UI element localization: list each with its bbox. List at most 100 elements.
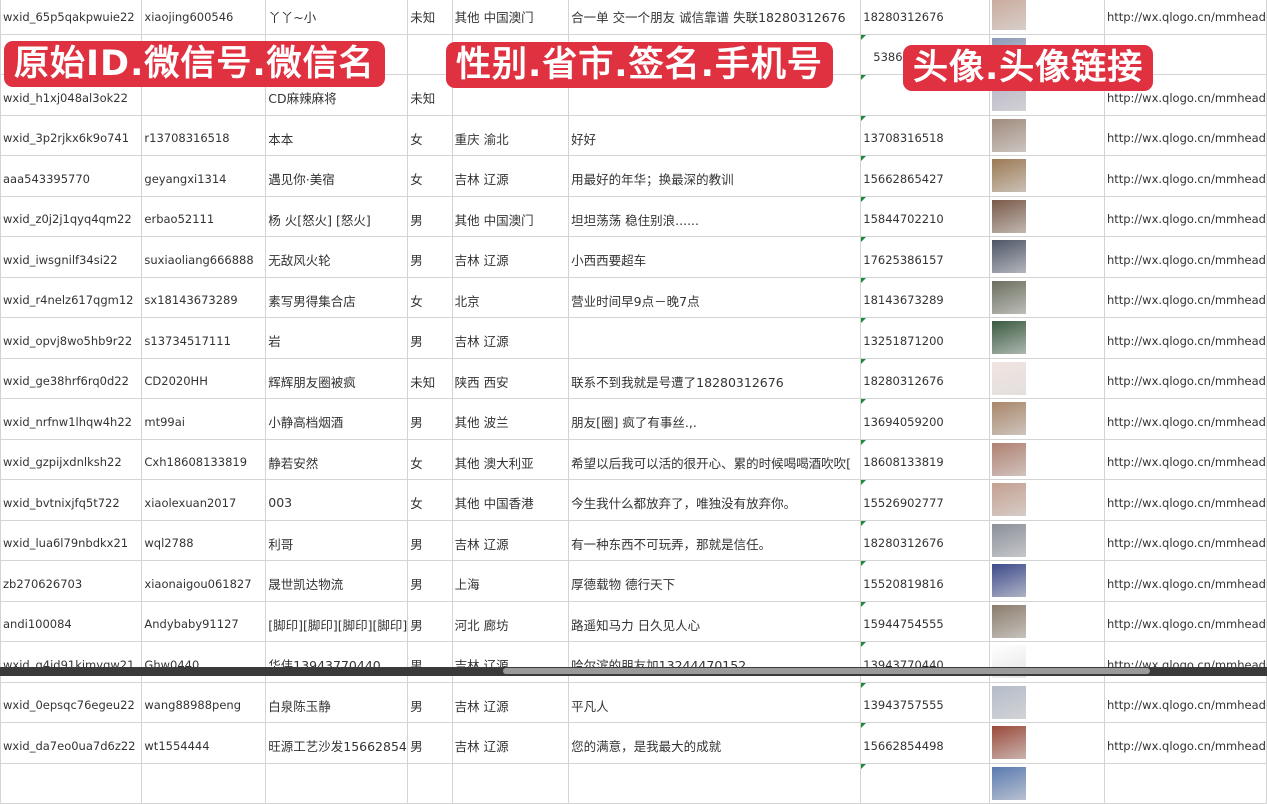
cell-avatar-link[interactable]: http://wx.qlogo.cn/mmhead (1103, 722, 1267, 764)
cell-phone[interactable]: 18608133819 (860, 438, 990, 480)
cell-wechat-id[interactable]: s13734517111 (141, 317, 267, 359)
cell-signature[interactable]: 用最好的年华；换最深的教训 (568, 155, 862, 197)
cell-avatar[interactable] (988, 600, 1105, 642)
cell-wechat-id[interactable]: erbao52111 (141, 195, 267, 237)
cell-gender[interactable] (407, 762, 453, 804)
cell-wechat-id[interactable]: mt99ai (141, 398, 267, 440)
cell-original-id[interactable]: andi100084 (0, 600, 143, 642)
cell-wechat-name[interactable]: 杨 火[怒火] [怒火] (265, 195, 409, 237)
cell-original-id[interactable]: wxid_z0j2j1qyq4qm22 (0, 195, 143, 237)
cell-phone[interactable]: 18143673289 (860, 276, 990, 318)
cell-phone[interactable]: 15520819816 (860, 560, 990, 602)
cell-gender[interactable]: 未知 (407, 357, 453, 399)
cell-wechat-name[interactable] (265, 762, 409, 804)
cell-avatar-link[interactable]: http://wx.qlogo.cn/mmhead (1103, 317, 1267, 359)
cell-wechat-id[interactable]: geyangxi1314 (141, 155, 267, 197)
cell-region[interactable]: 上海 (451, 560, 570, 602)
cell-avatar[interactable] (988, 519, 1105, 561)
cell-avatar-link[interactable]: http://wx.qlogo.cn/mmhead (1103, 681, 1267, 723)
cell-signature[interactable]: 好好 (568, 114, 862, 156)
cell-phone[interactable]: 18280312676 (860, 519, 990, 561)
cell-avatar-link[interactable]: http://wx.qlogo.cn/mmhead (1103, 236, 1267, 278)
cell-phone[interactable]: 17625386157 (860, 236, 990, 278)
cell-wechat-id[interactable]: sx18143673289 (141, 276, 267, 318)
horizontal-scrollbar[interactable] (503, 668, 1150, 674)
cell-region[interactable]: 吉林 辽源 (451, 236, 570, 278)
cell-original-id[interactable]: wxid_65p5qakpwuie22 (0, 0, 143, 35)
cell-region[interactable]: 陕西 西安 (451, 357, 570, 399)
cell-signature[interactable]: 联系不到我就是号遭了18280312676 (568, 357, 862, 399)
cell-wechat-id[interactable] (141, 762, 267, 804)
cell-avatar[interactable] (988, 560, 1105, 602)
cell-wechat-name[interactable]: 利哥 (265, 519, 409, 561)
cell-gender[interactable]: 男 (407, 722, 453, 764)
cell-avatar-link[interactable]: http://wx.qlogo.cn/mmhead (1103, 560, 1267, 602)
cell-signature[interactable]: 小西西要超车 (568, 236, 862, 278)
cell-avatar-link[interactable]: http://wx.qlogo.cn/mmhead (1103, 114, 1267, 156)
cell-original-id[interactable]: wxid_nrfnw1lhqw4h22 (0, 398, 143, 440)
cell-wechat-name[interactable]: 遇见你·美宿 (265, 155, 409, 197)
cell-original-id[interactable]: aaa543395770 (0, 155, 143, 197)
cell-region[interactable]: 吉林 辽源 (451, 681, 570, 723)
cell-region[interactable]: 河北 廊坊 (451, 600, 570, 642)
cell-gender[interactable]: 男 (407, 195, 453, 237)
cell-wechat-name[interactable]: 岩 (265, 317, 409, 359)
cell-gender[interactable]: 女 (407, 155, 453, 197)
cell-original-id[interactable]: wxid_ge38hrf6rq0d22 (0, 357, 143, 399)
cell-signature[interactable]: 厚德载物 德行天下 (568, 560, 862, 602)
cell-wechat-name[interactable]: 003 (265, 479, 409, 521)
cell-phone[interactable]: 15944754555 (860, 600, 990, 642)
cell-wechat-name[interactable]: 本本 (265, 114, 409, 156)
cell-gender[interactable]: 男 (407, 560, 453, 602)
cell-gender[interactable]: 男 (407, 600, 453, 642)
cell-region[interactable]: 其他 波兰 (451, 398, 570, 440)
cell-wechat-name[interactable]: 素写男得集合店 (265, 276, 409, 318)
cell-region[interactable]: 吉林 辽源 (451, 519, 570, 561)
cell-avatar[interactable] (988, 236, 1105, 278)
cell-avatar[interactable] (988, 195, 1105, 237)
cell-signature[interactable]: 朋友[圈] 疯了有事丝.,. (568, 398, 862, 440)
cell-gender[interactable]: 女 (407, 114, 453, 156)
cell-avatar[interactable] (988, 681, 1105, 723)
cell-avatar[interactable] (988, 762, 1105, 804)
cell-region[interactable]: 其他 中国香港 (451, 479, 570, 521)
cell-region[interactable]: 重庆 渝北 (451, 114, 570, 156)
cell-wechat-name[interactable]: 白泉陈玉静 (265, 681, 409, 723)
cell-wechat-name[interactable]: 丫丫~小 (265, 0, 409, 35)
cell-signature[interactable]: 路遥知马力 日久见人心 (568, 600, 862, 642)
cell-signature[interactable]: 今生我什么都放弃了，唯独没有放弃你。 (568, 479, 862, 521)
cell-avatar[interactable] (988, 479, 1105, 521)
cell-original-id[interactable]: zb270626703 (0, 560, 143, 602)
cell-region[interactable]: 其他 中国澳门 (451, 0, 570, 35)
cell-region[interactable]: 吉林 辽源 (451, 317, 570, 359)
cell-avatar-link[interactable]: http://wx.qlogo.cn/mmhead (1103, 0, 1267, 35)
cell-wechat-id[interactable]: Cxh18608133819 (141, 438, 267, 480)
cell-gender[interactable]: 女 (407, 276, 453, 318)
cell-avatar-link[interactable]: http://wx.qlogo.cn/mmhead (1103, 276, 1267, 318)
cell-avatar[interactable] (988, 276, 1105, 318)
cell-avatar-link[interactable]: http://wx.qlogo.cn/mmhead (1103, 398, 1267, 440)
cell-wechat-id[interactable]: wt1554444 (141, 722, 267, 764)
cell-wechat-name[interactable]: 小静高档烟酒 (265, 398, 409, 440)
cell-avatar[interactable] (988, 0, 1105, 35)
cell-phone[interactable] (860, 762, 990, 804)
cell-avatar[interactable] (988, 438, 1105, 480)
cell-phone[interactable]: 15526902777 (860, 479, 990, 521)
cell-wechat-id[interactable]: xiaojing600546 (141, 0, 267, 35)
cell-region[interactable]: 吉林 辽源 (451, 155, 570, 197)
cell-wechat-id[interactable]: xiaolexuan2017 (141, 479, 267, 521)
cell-phone[interactable]: 13251871200 (860, 317, 990, 359)
cell-wechat-name[interactable]: 辉辉朋友圈被疯 (265, 357, 409, 399)
cell-original-id[interactable]: wxid_da7eo0ua7d6z22 (0, 722, 143, 764)
cell-phone[interactable]: 18280312676 (860, 357, 990, 399)
cell-region[interactable]: 其他 中国澳门 (451, 195, 570, 237)
cell-original-id[interactable] (0, 762, 143, 804)
cell-wechat-id[interactable]: Andybaby91127 (141, 600, 267, 642)
cell-gender[interactable]: 男 (407, 398, 453, 440)
cell-avatar[interactable] (988, 722, 1105, 764)
cell-signature[interactable] (568, 762, 862, 804)
cell-gender[interactable]: 女 (407, 479, 453, 521)
cell-avatar-link[interactable]: http://wx.qlogo.cn/mmhead (1103, 600, 1267, 642)
cell-signature[interactable]: 有一种东西不可玩弄，那就是信任。 (568, 519, 862, 561)
cell-avatar-link[interactable]: http://wx.qlogo.cn/mmhead (1103, 479, 1267, 521)
